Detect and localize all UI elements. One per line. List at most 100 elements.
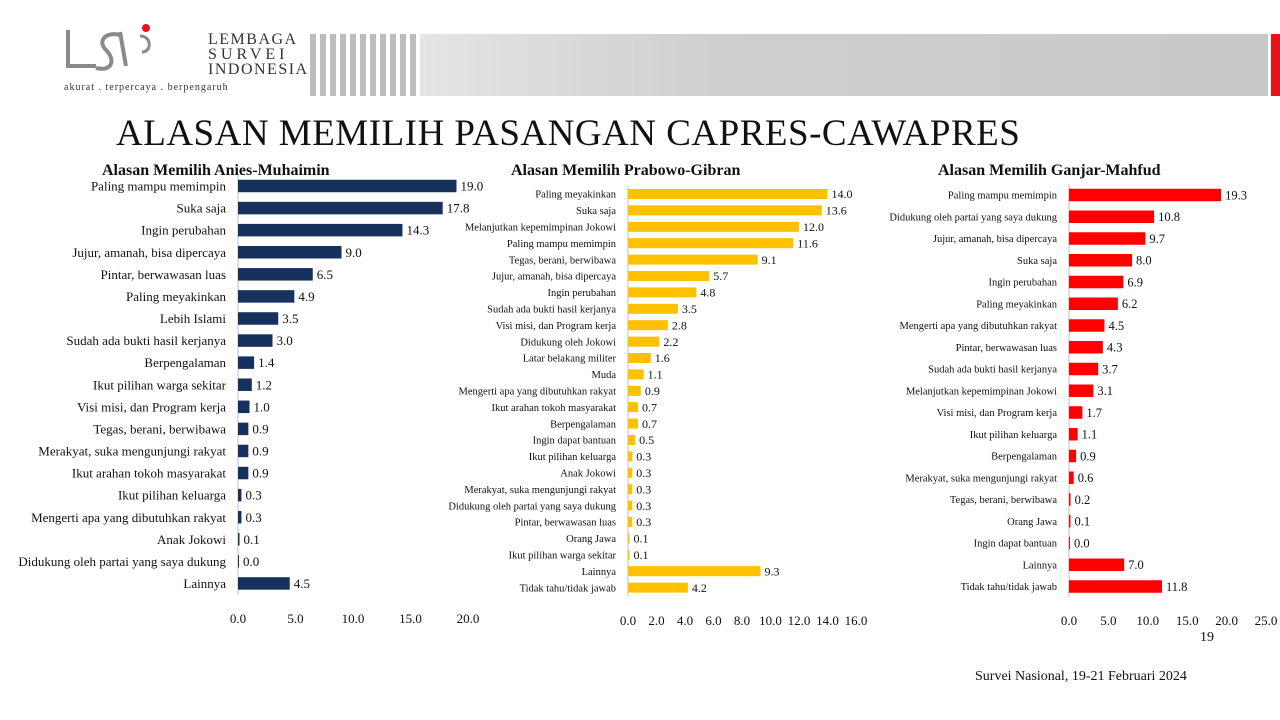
value-label: 10.8 bbox=[1158, 210, 1180, 224]
bar bbox=[628, 402, 638, 413]
bar bbox=[1069, 362, 1099, 376]
header-band bbox=[310, 34, 1268, 96]
header-red-accent bbox=[1271, 34, 1280, 96]
bar bbox=[628, 533, 630, 544]
category-label: Lainnya bbox=[1023, 560, 1058, 571]
value-label: 0.9 bbox=[252, 421, 268, 436]
category-label: Tegas, berani, berwibawa bbox=[950, 495, 1057, 506]
category-label: Tegas, berani, berwibawa bbox=[509, 255, 616, 266]
page-title: ALASAN MEMILIH PASANGAN CAPRES-CAWAPRES bbox=[116, 113, 1021, 154]
category-label: Didukung oleh partai yang saya dukung bbox=[889, 212, 1057, 223]
bar bbox=[238, 466, 249, 480]
value-label: 3.7 bbox=[1102, 362, 1118, 376]
value-label: 0.3 bbox=[636, 515, 651, 529]
logo-text-line1: LEMBAGA bbox=[208, 31, 298, 48]
category-label: Lebih Islami bbox=[160, 311, 226, 326]
category-label: Ingin perubahan bbox=[141, 223, 226, 238]
category-label: Merakyat, suka mengunjungi rakyat bbox=[905, 473, 1057, 484]
category-label: Jujur, amanah, bisa dipercaya bbox=[933, 234, 1057, 245]
category-label: Tidak tahu/tidak jawab bbox=[520, 583, 616, 594]
category-label: Didukung oleh partai yang saya dukung bbox=[18, 554, 226, 569]
value-label: 0.3 bbox=[245, 488, 261, 503]
bar bbox=[628, 582, 688, 593]
bar bbox=[1069, 384, 1094, 397]
bar bbox=[238, 577, 290, 590]
value-label: 0.9 bbox=[252, 466, 268, 481]
value-label: 0.3 bbox=[636, 499, 651, 513]
category-label: Didukung oleh Jokowi bbox=[520, 337, 616, 348]
value-label: 1.4 bbox=[258, 355, 275, 370]
bar bbox=[628, 451, 633, 462]
category-label: Ingin dapat bantuan bbox=[974, 539, 1058, 550]
bar bbox=[628, 205, 822, 216]
bar bbox=[1069, 188, 1222, 202]
bar bbox=[1069, 536, 1070, 550]
category-label: Berpengalaman bbox=[144, 355, 226, 370]
category-label: Mengerti apa yang dibutuhkan rakyat bbox=[459, 386, 617, 397]
value-label: 14.0 bbox=[832, 187, 853, 201]
bar bbox=[1069, 449, 1077, 463]
value-label: 19.0 bbox=[461, 179, 484, 194]
value-label: 0.6 bbox=[1078, 471, 1094, 485]
tick-label: 15.0 bbox=[399, 611, 422, 626]
bar bbox=[628, 271, 710, 281]
category-label: Ingin perubahan bbox=[547, 288, 616, 299]
category-label: Visi misi, dan Program kerja bbox=[77, 399, 226, 414]
tick-label: 10.0 bbox=[1136, 613, 1159, 628]
category-label: Didukung oleh partai yang saya dukung bbox=[448, 501, 616, 512]
bar bbox=[238, 444, 249, 458]
bar bbox=[238, 223, 403, 237]
bar bbox=[238, 356, 255, 369]
category-label: Mengerti apa yang dibutuhkan rakyat bbox=[900, 321, 1058, 332]
category-label: Merakyat, suka mengunjungi rakyat bbox=[38, 444, 226, 459]
survey-label: Survei Nasional, 19-21 Februari 2024 bbox=[975, 669, 1187, 684]
category-label: Pintar, berwawasan luas bbox=[956, 343, 1057, 354]
value-label: 8.0 bbox=[1136, 254, 1152, 268]
tick-label: 15.0 bbox=[1176, 613, 1199, 628]
tick-label: 10.0 bbox=[342, 611, 365, 626]
logo-tagline: akurat . terpercaya . berpengaruh bbox=[64, 82, 229, 93]
tick-label: 2.0 bbox=[648, 613, 664, 628]
value-label: 0.2 bbox=[1075, 493, 1091, 507]
category-label: Anak Jokowi bbox=[560, 468, 616, 479]
category-label: Ikut pilihan warga sekitar bbox=[93, 377, 227, 392]
category-label: Visi misi, dan Program kerja bbox=[937, 408, 1058, 419]
bar bbox=[628, 254, 758, 265]
value-label: 1.0 bbox=[254, 399, 270, 414]
value-label: 3.5 bbox=[282, 311, 298, 326]
value-label: 0.0 bbox=[243, 554, 259, 569]
value-label: 0.7 bbox=[642, 417, 657, 431]
value-label: 3.1 bbox=[1097, 384, 1113, 398]
value-label: 0.3 bbox=[245, 510, 261, 525]
category-label: Sudah ada bukti hasil kerjanya bbox=[487, 304, 616, 315]
tick-label: 0.0 bbox=[230, 611, 246, 626]
bar bbox=[238, 555, 239, 568]
page-number: 19 bbox=[1200, 630, 1214, 645]
bar bbox=[628, 517, 633, 527]
category-label: Orang Jawa bbox=[566, 534, 616, 545]
value-label: 0.5 bbox=[639, 433, 654, 447]
category-label: Melanjutkan kepemimpinan Jokowi bbox=[465, 222, 616, 233]
category-label: Berpengalaman bbox=[991, 452, 1058, 463]
tick-label: 10.0 bbox=[759, 613, 782, 628]
category-label: Ikut arahan tokoh masyarakat bbox=[72, 466, 227, 481]
bar bbox=[238, 533, 240, 546]
value-label: 0.9 bbox=[252, 444, 268, 459]
value-label: 1.7 bbox=[1086, 406, 1102, 420]
value-label: 5.7 bbox=[713, 269, 728, 283]
value-label: 6.2 bbox=[1122, 297, 1138, 311]
bar bbox=[1069, 558, 1125, 571]
bar bbox=[628, 549, 630, 560]
value-label: 9.1 bbox=[762, 253, 777, 267]
bar bbox=[1069, 232, 1146, 245]
logo-text-line2: SURVEI bbox=[208, 46, 289, 63]
value-label: 3.0 bbox=[277, 333, 293, 348]
category-label: Merakyat, suka mengunjungi rakyat bbox=[464, 485, 616, 496]
lsi-logo: LEMBAGA SURVEI INDONESIA akurat . terper… bbox=[60, 22, 307, 94]
bar bbox=[628, 385, 641, 396]
value-label: 17.8 bbox=[447, 201, 470, 216]
category-label: Paling meyakinkan bbox=[535, 190, 617, 201]
category-label: Paling mampu memimpin bbox=[507, 239, 617, 250]
tick-label: 20.0 bbox=[457, 611, 480, 626]
value-label: 13.6 bbox=[826, 204, 847, 218]
